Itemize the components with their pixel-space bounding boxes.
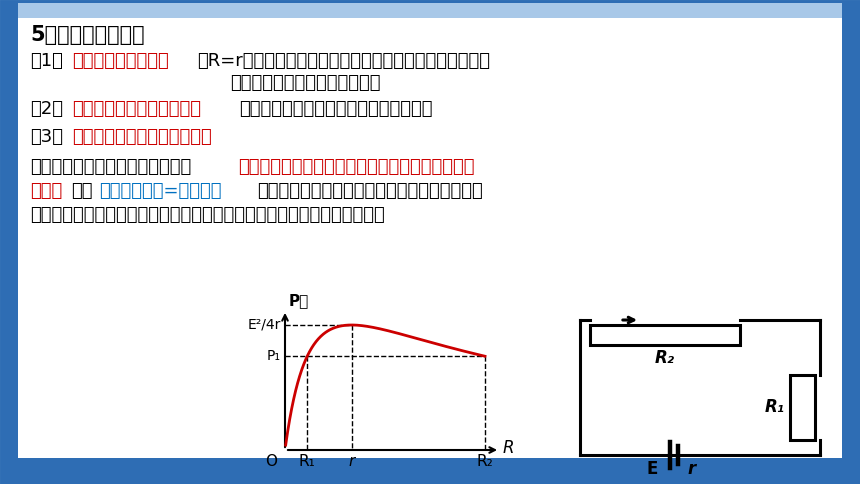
Text: R₁: R₁ bbox=[765, 398, 785, 416]
Text: r: r bbox=[348, 454, 355, 469]
Bar bbox=[842, 3, 857, 458]
Text: 将可变电阻以外的其他电阻均看作内阻，即组成等: 将可变电阻以外的其他电阻均看作内阻，即组成等 bbox=[238, 158, 475, 176]
Bar bbox=[18, 3, 842, 18]
Text: ：R=r时电源的输出功率最大，若不能相等，外电阻越接近: ：R=r时电源的输出功率最大，若不能相等，外电阻越接近 bbox=[197, 52, 490, 70]
Text: ，当: ，当 bbox=[71, 182, 93, 200]
Text: （2）: （2） bbox=[30, 100, 63, 118]
Bar bbox=[3, 458, 857, 481]
Text: P出: P出 bbox=[289, 293, 310, 308]
Text: 可变电阻上消耗的最大功率：: 可变电阻上消耗的最大功率： bbox=[72, 128, 212, 146]
Text: （3）: （3） bbox=[30, 128, 63, 146]
Text: ：定值电阻的电流最大时，消耗功率最大: ：定值电阻的电流最大时，消耗功率最大 bbox=[239, 100, 433, 118]
Text: O: O bbox=[265, 454, 277, 469]
Bar bbox=[3, 3, 18, 458]
Text: 电源的最大输出功率: 电源的最大输出功率 bbox=[72, 52, 169, 70]
Text: r: r bbox=[688, 460, 696, 478]
Text: R₂: R₂ bbox=[655, 349, 675, 367]
Text: 判断可变电阻的功率变化时，可: 判断可变电阻的功率变化时，可 bbox=[30, 158, 191, 176]
Text: E: E bbox=[647, 460, 658, 478]
Text: 5．三种最大功率：: 5．三种最大功率： bbox=[30, 25, 144, 45]
Text: R₂: R₂ bbox=[476, 454, 494, 469]
Text: （1）: （1） bbox=[30, 52, 63, 70]
Text: 效内阻: 效内阻 bbox=[30, 182, 62, 200]
Text: 变电阻最大值不够大），外电阻越接近内阻时，可变电阻消耗的功率最大。: 变电阻最大值不够大），外电阻越接近内阻时，可变电阻消耗的功率最大。 bbox=[30, 206, 384, 224]
Text: 可变电阻阻值=等效内阻: 可变电阻阻值=等效内阻 bbox=[100, 182, 222, 200]
Bar bbox=[590, 325, 740, 345]
Bar bbox=[790, 375, 815, 440]
Text: R₁: R₁ bbox=[298, 454, 316, 469]
Text: P₁: P₁ bbox=[267, 349, 281, 363]
Text: 内阻时，电源的输出功率越大。: 内阻时，电源的输出功率越大。 bbox=[230, 74, 380, 92]
Text: 定值电阻上消耗的最大功率: 定值电阻上消耗的最大功率 bbox=[72, 100, 201, 118]
Text: E²/4r: E²/4r bbox=[248, 318, 281, 332]
Text: 时，可变电阻消耗的功率最大；若不能相等（可: 时，可变电阻消耗的功率最大；若不能相等（可 bbox=[257, 182, 483, 200]
Text: R: R bbox=[503, 439, 514, 457]
